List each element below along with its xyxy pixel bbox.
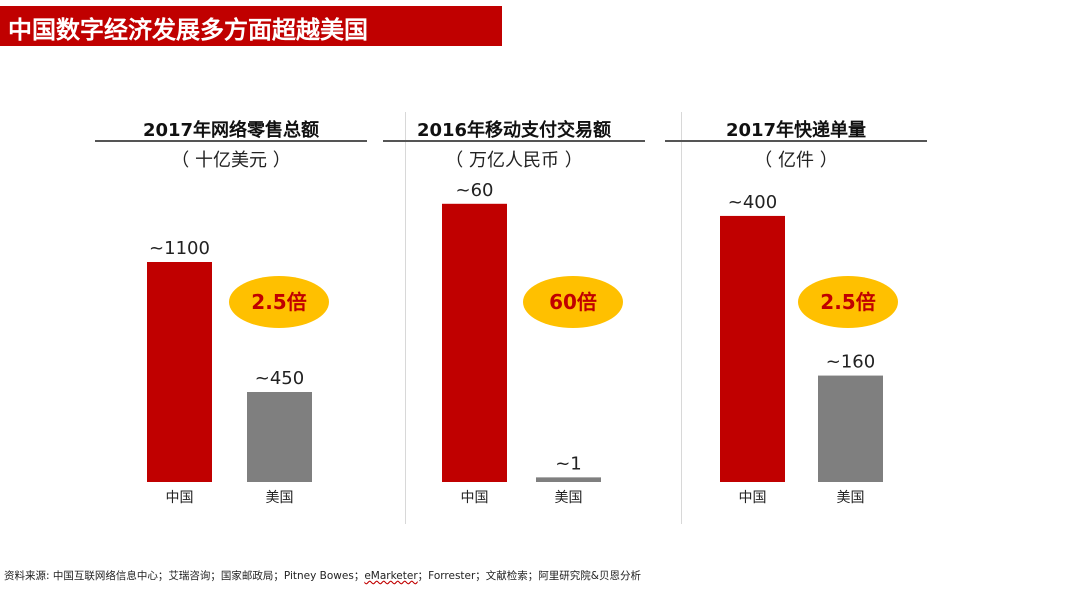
category-label: 中国 bbox=[739, 490, 767, 506]
ratio-badge bbox=[798, 276, 898, 328]
page-title: 中国数字经济发展多方面超越美国 bbox=[8, 16, 368, 44]
category-label: 美国 bbox=[837, 490, 865, 506]
chart-unit: （ 十亿美元 ） bbox=[171, 150, 291, 171]
bar-china bbox=[720, 215, 785, 482]
chart-unit: （ 万亿人民币 ） bbox=[445, 150, 583, 171]
bar-usa bbox=[247, 392, 312, 482]
category-label: 中国 bbox=[461, 490, 489, 506]
source-emarketer: eMarketer bbox=[364, 570, 418, 582]
chart-unit: （ 亿件 ） bbox=[754, 150, 838, 171]
source-note: 资料来源: 中国互联网络信息中心；艾瑞咨询；国家邮政局；Pitney Bowes… bbox=[4, 568, 641, 583]
chart-title-rule bbox=[383, 140, 645, 142]
chart-title: 2016年移动支付交易额 bbox=[416, 120, 612, 141]
ratio-badge-label: 2.5倍 bbox=[820, 290, 875, 314]
bar-usa bbox=[818, 375, 883, 482]
bar-usa bbox=[536, 477, 601, 482]
category-label: 中国 bbox=[166, 490, 194, 506]
chart-plot: ~60 中国 ~1 美国 60倍 bbox=[442, 180, 623, 506]
bar-china bbox=[147, 262, 212, 482]
source-prefix: 资料来源: 中国互联网络信息中心；艾瑞咨询；国家邮政局；Pitney Bowes… bbox=[4, 570, 365, 582]
chart-plot: ~1100 中国 ~450 美国 2.5倍 bbox=[147, 238, 329, 506]
chart-online-retail: 2017年网络零售总额 （ 十亿美元 ） ~1100 中国 ~450 美国 2.5倍 bbox=[95, 110, 367, 530]
bar-value-label: ~400 bbox=[728, 192, 777, 213]
category-label: 美国 bbox=[555, 490, 583, 506]
bar-value-label: ~1100 bbox=[149, 238, 210, 259]
chart-title: 2017年快递单量 bbox=[725, 120, 867, 141]
ratio-badge-label: 2.5倍 bbox=[251, 290, 306, 314]
chart-express-delivery: 2017年快递单量 （ 亿件 ） ~400 中国 ~160 美国 2.5倍 bbox=[665, 110, 927, 530]
divider-1 bbox=[405, 112, 406, 524]
chart-title: 2017年网络零售总额 bbox=[142, 120, 320, 141]
source-suffix: ；Forrester；文献检索；阿里研究院&贝恩分析 bbox=[417, 570, 641, 582]
divider-2 bbox=[681, 112, 682, 524]
ratio-badge bbox=[523, 276, 623, 328]
bar-value-label: ~1 bbox=[555, 453, 582, 474]
chart-title-rule bbox=[95, 140, 367, 142]
title-bar: 中国数字经济发展多方面超越美国 bbox=[0, 6, 502, 46]
bar-value-label: ~450 bbox=[255, 368, 304, 389]
ratio-badge bbox=[229, 276, 329, 328]
chart-title-rule bbox=[665, 140, 927, 142]
chart-plot: ~400 中国 ~160 美国 2.5倍 bbox=[720, 192, 898, 506]
category-label: 美国 bbox=[266, 490, 294, 506]
bar-china bbox=[442, 203, 507, 482]
ratio-badge-label: 60倍 bbox=[549, 290, 597, 314]
bar-value-label: ~160 bbox=[826, 352, 875, 373]
bar-value-label: ~60 bbox=[456, 180, 494, 201]
chart-mobile-payment: 2016年移动支付交易额 （ 万亿人民币 ） ~60 中国 ~1 美国 60倍 bbox=[383, 110, 645, 530]
